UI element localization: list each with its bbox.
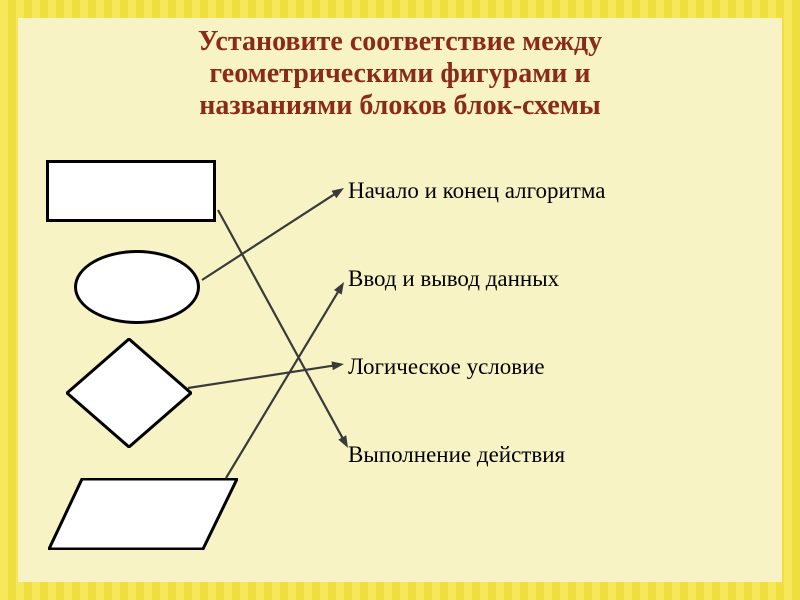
title-line-2: геометрическими фигурами и xyxy=(38,58,762,90)
shape-parallelogram xyxy=(48,478,238,550)
shape-diamond xyxy=(66,338,192,448)
label-action: Выполнение действия xyxy=(348,442,565,468)
label-start-end: Начало и конец алгоритма xyxy=(348,178,605,204)
shape-ellipse xyxy=(74,250,200,324)
panel: Установите соответствие между геометриче… xyxy=(18,18,782,582)
label-condition: Логическое условие xyxy=(348,354,545,380)
title-line-3: названиями блоков блок-схемы xyxy=(38,90,762,122)
page-title: Установите соответствие между геометриче… xyxy=(18,26,782,123)
title-line-1: Установите соответствие между xyxy=(38,26,762,58)
label-io: Ввод и вывод данных xyxy=(348,266,559,292)
striped-frame: Установите соответствие между геометриче… xyxy=(0,0,800,600)
shape-rectangle xyxy=(46,160,216,222)
